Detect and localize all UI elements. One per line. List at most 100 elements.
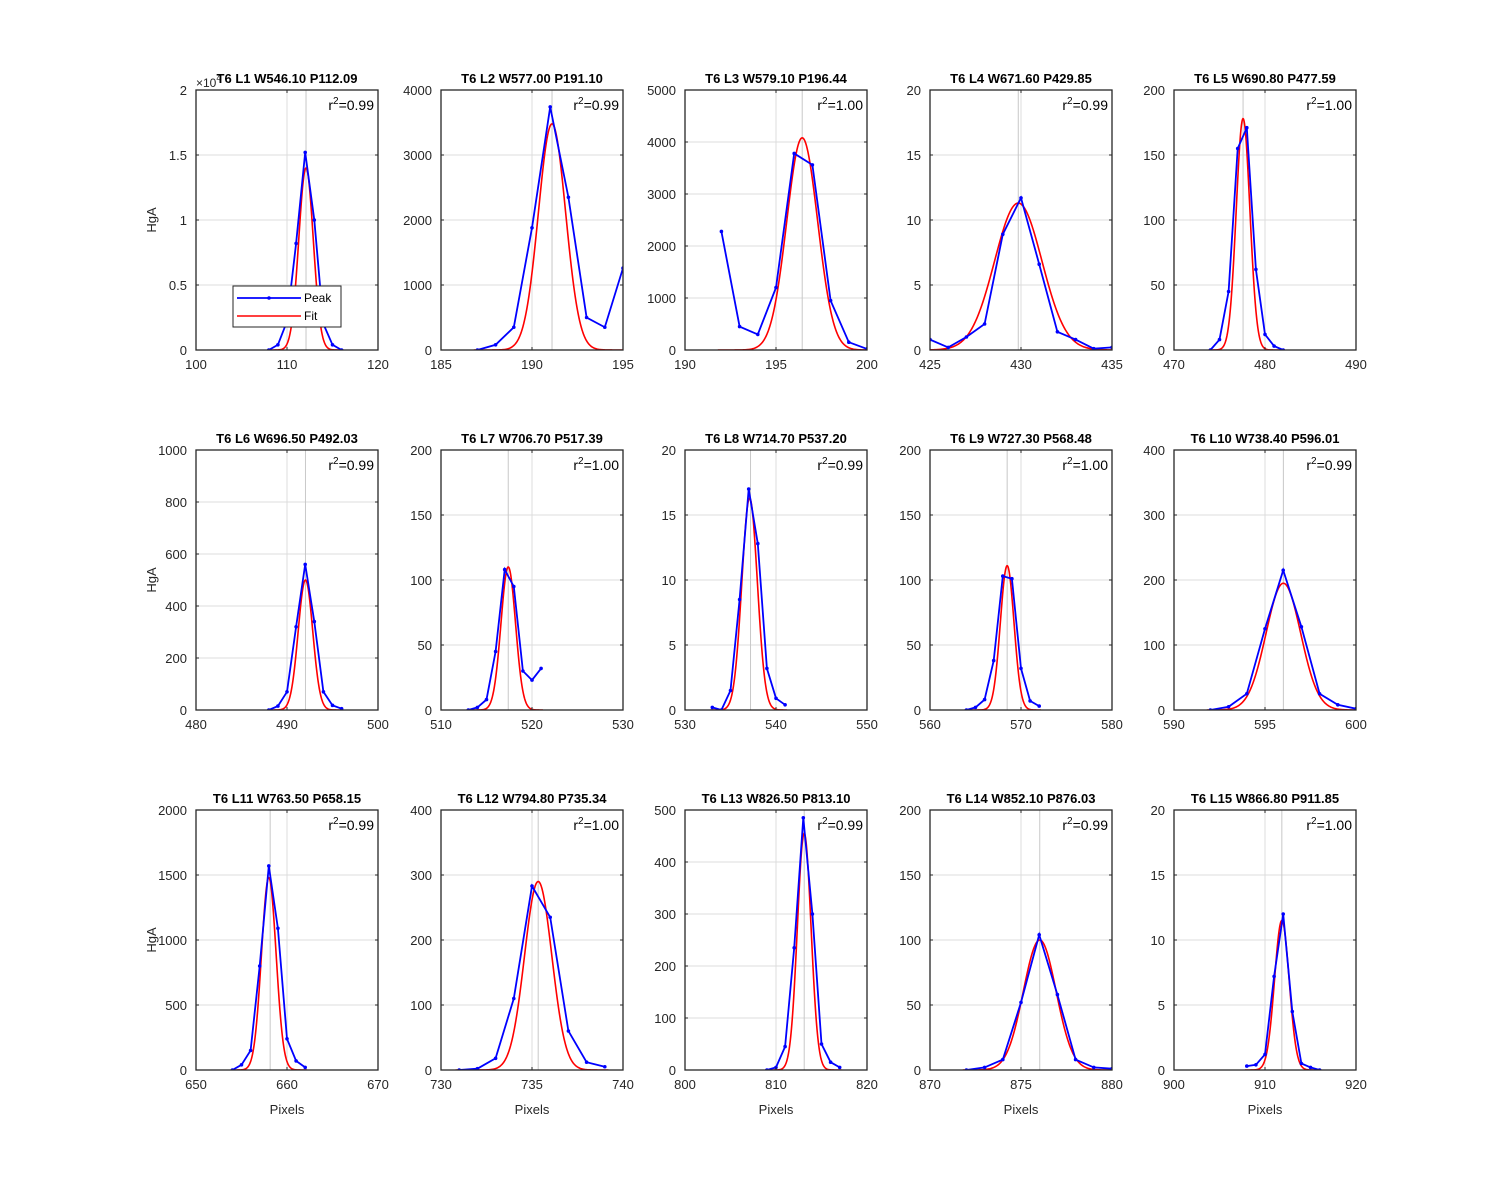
y-tick-label: 2000 [158, 803, 187, 818]
peak-point [493, 343, 498, 347]
peak-point [1019, 196, 1023, 200]
legend: Peak Fit [232, 285, 342, 328]
x-tick-label: 900 [1163, 1077, 1185, 1092]
peak-point [1019, 666, 1023, 671]
peak-point [1001, 574, 1005, 578]
y-tick-label: 100 [1143, 213, 1165, 228]
peak-point [321, 690, 326, 694]
x-tick-label: 580 [1101, 717, 1123, 732]
x-tick-label: 100 [185, 357, 207, 372]
peak-point [765, 666, 769, 671]
y-tick-label: 300 [410, 868, 432, 883]
subplot-title: T6 L3 W579.10 P196.44 [705, 71, 847, 86]
subplot-title: T6 L2 W577.00 P191.10 [461, 71, 603, 86]
peak-point [774, 696, 778, 701]
subplot-15: 900 910 920 0 5 10 15 20 T6 L15 W866.80 P911.85 r… [1151, 791, 1367, 1117]
peak-point [294, 1059, 298, 1063]
peak-point [248, 1048, 253, 1053]
y-tick-label: 0 [425, 343, 432, 358]
y-tick-label: 1.5 [169, 148, 187, 163]
peak-point [530, 884, 534, 888]
peak-point [819, 1042, 824, 1046]
peak-point [330, 703, 335, 708]
x-tick-label: 530 [612, 717, 634, 732]
x-tick-label: 920 [1345, 1077, 1367, 1092]
y-tick-label: 200 [410, 933, 432, 948]
peak-point [548, 105, 552, 109]
y-tick-label: 0 [1158, 1063, 1165, 1078]
peak-point [475, 705, 480, 710]
peak-point [1019, 1000, 1023, 1005]
peak-point [1263, 626, 1267, 631]
peak-point [1290, 1009, 1295, 1014]
peak-point [1010, 576, 1014, 581]
peak-point [303, 1065, 308, 1070]
r-squared-label: r2=0.99 [328, 96, 374, 113]
fit-curve [1206, 582, 1356, 710]
peak-point [1281, 568, 1285, 573]
y-tick-label: 0 [425, 1063, 432, 1078]
y-tick-label: 5 [914, 278, 921, 293]
y-tick-label: 50 [907, 998, 921, 1013]
x-axis-label: Pixels [270, 1102, 305, 1117]
subplot-title: T6 L1 W546.10 P112.09 [217, 71, 358, 86]
r-squared-label: r2=0.99 [817, 816, 863, 833]
peak-point [267, 864, 271, 868]
peak-point [1254, 1063, 1258, 1067]
x-tick-label: 530 [674, 717, 696, 732]
subplot-2: 185 190 195 0 1000 2000 3000 4000 T6 L2 W577.00 … [403, 71, 634, 372]
r-squared-label: r2=0.99 [328, 816, 374, 833]
peak-point [973, 705, 978, 710]
x-tick-label: 600 [1345, 717, 1367, 732]
peak-point [475, 1066, 480, 1070]
peak-point [1055, 330, 1060, 334]
peak-point [756, 332, 760, 337]
peak-point [792, 151, 796, 156]
peak-point [285, 1037, 289, 1041]
peak-point [783, 703, 787, 707]
x-tick-label: 510 [430, 717, 452, 732]
peak-point [1055, 992, 1060, 997]
y-tick-label: 0 [914, 1063, 921, 1078]
x-tick-label: 490 [1345, 357, 1367, 372]
peak-point [737, 324, 742, 329]
peak-point [964, 335, 969, 339]
x-tick-label: 190 [674, 357, 696, 372]
y-tick-label: 0 [914, 343, 921, 358]
y-tick-label: 0 [1158, 703, 1165, 718]
y-tick-label: 300 [654, 907, 676, 922]
y-tick-label: 20 [1151, 803, 1165, 818]
peak-point [276, 343, 280, 347]
y-axis-label: HgA [144, 207, 159, 233]
y-tick-label: 100 [899, 933, 921, 948]
y-tick-label: 400 [1143, 443, 1165, 458]
peak-point [1317, 691, 1322, 696]
x-tick-label: 490 [276, 717, 298, 732]
subplot-9: 560 570 580 0 50 100 150 200 T6 L9 W727.30 P568.… [899, 431, 1123, 732]
peak-point [603, 325, 607, 330]
x-axis-label: Pixels [1248, 1102, 1283, 1117]
peak-point [548, 915, 552, 920]
x-tick-label: 435 [1101, 357, 1123, 372]
peak-point [1092, 346, 1096, 350]
y-tick-label: 400 [165, 599, 187, 614]
x-tick-label: 195 [612, 357, 634, 372]
x-tick-label: 810 [765, 1077, 787, 1092]
peak-point [530, 678, 534, 682]
subplot-title: T6 L14 W852.10 P876.03 [947, 791, 1096, 806]
y-tick-label: 500 [165, 998, 187, 1013]
peak-point [521, 669, 525, 673]
peak-point [1299, 625, 1304, 629]
y-tick-label: 0.5 [169, 278, 187, 293]
r-squared-label: r2=1.00 [573, 456, 619, 473]
x-tick-label: 910 [1254, 1077, 1276, 1092]
y-tick-label: 400 [410, 803, 432, 818]
y-tick-label: 1500 [158, 868, 187, 883]
y-tick-label: 0 [669, 343, 676, 358]
y-tick-label: 2000 [403, 213, 432, 228]
x-tick-label: 480 [185, 717, 207, 732]
y-tick-label: 2000 [647, 239, 676, 254]
series-layer [930, 195, 1112, 350]
